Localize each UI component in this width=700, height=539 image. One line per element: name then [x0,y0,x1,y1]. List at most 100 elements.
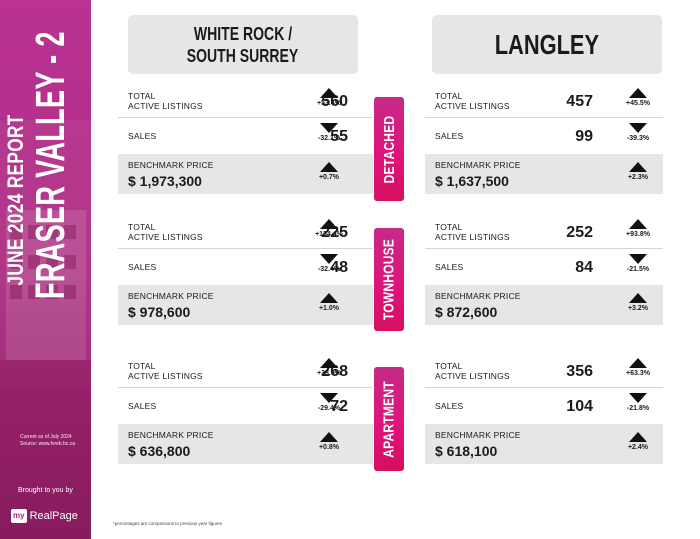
benchmark-value: $ 1,973,300 [128,173,202,189]
sales-label: SALES [128,401,157,411]
listings-row: TOTAL ACTIVE LISTINGS 225 +134.4% [118,216,373,249]
report-period: JUNE 2024 REPORT [3,114,28,286]
listings-label-line2: ACTIVE LISTINGS [128,232,203,242]
listings-row: TOTAL ACTIVE LISTINGS 356 +63.3% [425,355,663,388]
logo-my: my [11,509,27,523]
sales-change-indicator: -21.8% [618,393,658,412]
listings-change-value: +93.8% [626,231,650,238]
sales-change-indicator: -32.4% [309,254,349,273]
sales-row: SALES 55 -32.1% [118,120,373,152]
benchmark-value: $ 872,600 [435,304,498,320]
listings-change-indicator: +134.4% [309,219,349,238]
sales-change-indicator: -32.1% [309,123,349,142]
listings-change-indicator: +45.5% [618,88,658,107]
sales-change-indicator: -29.4% [309,393,349,412]
sales-change-value: -29.4% [317,405,341,412]
sales-change-indicator: -21.5% [618,254,658,273]
listings-change-indicator: +93.8% [618,219,658,238]
listings-change-value: +38.9% [317,370,341,377]
triangle-up-icon [629,358,647,368]
triangle-up-icon [320,162,338,172]
triangle-up-icon [629,432,647,442]
benchmark-change-value: +1.0% [318,305,340,312]
sales-change-value: -39.3% [626,135,650,142]
benchmark-label: BENCHMARK PRICE [435,160,521,170]
listings-value: 356 [566,363,593,380]
listings-label-line1: TOTAL [128,361,156,371]
logo-realpage: RealPage [29,510,78,522]
sidebar: JUNE 2024 REPORT FRASER VALLEY - 2 Curre… [0,0,91,539]
benchmark-change-value: +2.3% [627,174,649,181]
sales-row: SALES 99 -39.3% [425,120,663,152]
header-langley-title: LANGLEY [494,28,600,60]
brought-by-text: Brought to you by [18,487,73,494]
sales-label: SALES [128,262,157,272]
listings-label: TOTAL ACTIVE LISTINGS [128,361,203,381]
realpage-logo: my RealPage [11,508,78,524]
benchmark-label: BENCHMARK PRICE [435,291,521,301]
sales-value: 104 [566,398,593,415]
current-as-of: Current as of July 2024 [20,434,72,440]
listings-label-line2: ACTIVE LISTINGS [435,101,510,111]
listings-value: 252 [566,224,593,241]
listings-label: TOTAL ACTIVE LISTINGS [435,91,510,111]
listings-label-line2: ACTIVE LISTINGS [435,232,510,242]
tag-townhouse: TOWNHOUSE [374,228,404,331]
tag-detached: DETACHED [374,97,404,201]
benchmark-change-value: +0.7% [318,174,340,181]
sales-label: SALES [435,262,464,272]
benchmark-value: $ 978,600 [128,304,191,320]
sales-value: 84 [575,259,593,276]
benchmark-change-value: +0.8% [318,444,340,451]
listings-label: TOTAL ACTIVE LISTINGS [435,222,510,242]
sales-label: SALES [128,131,157,141]
sales-row: SALES 72 -29.4% [118,390,373,422]
triangle-up-icon [320,293,338,303]
footnote: *percentages are comparisons to previous… [113,521,223,526]
sales-label: SALES [435,131,464,141]
sales-label: SALES [435,401,464,411]
report-region: FRASER VALLEY - 2 [27,31,73,299]
tag-apartment: APARTMENT [374,367,404,471]
listings-label-line1: TOTAL [435,222,463,232]
benchmark-row: BENCHMARK PRICE $ 618,100 +2.4% [425,424,663,464]
header-white-rock-line1: WHITE ROCK / [193,23,293,44]
source-url: Source: www.fvreb.bc.ca [20,441,76,447]
listings-label: TOTAL ACTIVE LISTINGS [128,222,203,242]
benchmark-row: BENCHMARK PRICE $ 872,600 +3.2% [425,285,663,325]
triangle-down-icon [629,393,647,403]
benchmark-change-value: +2.4% [627,444,649,451]
listings-label-line1: TOTAL [128,222,156,232]
sidebar-overlay [0,0,91,539]
sales-change-value: -32.4% [317,266,341,273]
triangle-down-icon [320,123,338,133]
benchmark-value: $ 1,637,500 [435,173,509,189]
sales-row: SALES 104 -21.8% [425,390,663,422]
listings-label-line1: TOTAL [128,91,156,101]
tag-townhouse-label: TOWNHOUSE [380,238,398,321]
sales-row: SALES 48 -32.4% [118,251,373,283]
listings-value: 457 [566,93,593,110]
benchmark-change-indicator: +0.8% [309,432,349,451]
listings-label-line1: TOTAL [435,361,463,371]
header-white-rock: WHITE ROCK / SOUTH SURREY [128,15,358,74]
benchmark-value: $ 636,800 [128,443,191,459]
listings-label: TOTAL ACTIVE LISTINGS [435,361,510,381]
source-note: Current as of July 2024 Source: www.fvre… [20,434,75,448]
triangle-up-icon [629,88,647,98]
benchmark-label: BENCHMARK PRICE [435,430,521,440]
benchmark-label: BENCHMARK PRICE [128,430,214,440]
benchmark-label: BENCHMARK PRICE [128,160,214,170]
benchmark-row: BENCHMARK PRICE $ 636,800 +0.8% [118,424,373,464]
benchmark-change-indicator: +3.2% [618,293,658,312]
listings-change-value: +134.4% [315,231,343,238]
listings-label-line2: ACTIVE LISTINGS [435,371,510,381]
header-white-rock-line2: SOUTH SURREY [187,45,299,66]
benchmark-change-value: +3.2% [627,305,649,312]
benchmark-change-indicator: +2.3% [618,162,658,181]
triangle-down-icon [320,254,338,264]
listings-change-value: +45.5% [626,100,650,107]
benchmark-value: $ 618,100 [435,443,498,459]
listings-label-line2: ACTIVE LISTINGS [128,371,203,381]
listings-change-indicator: +38.9% [309,358,349,377]
